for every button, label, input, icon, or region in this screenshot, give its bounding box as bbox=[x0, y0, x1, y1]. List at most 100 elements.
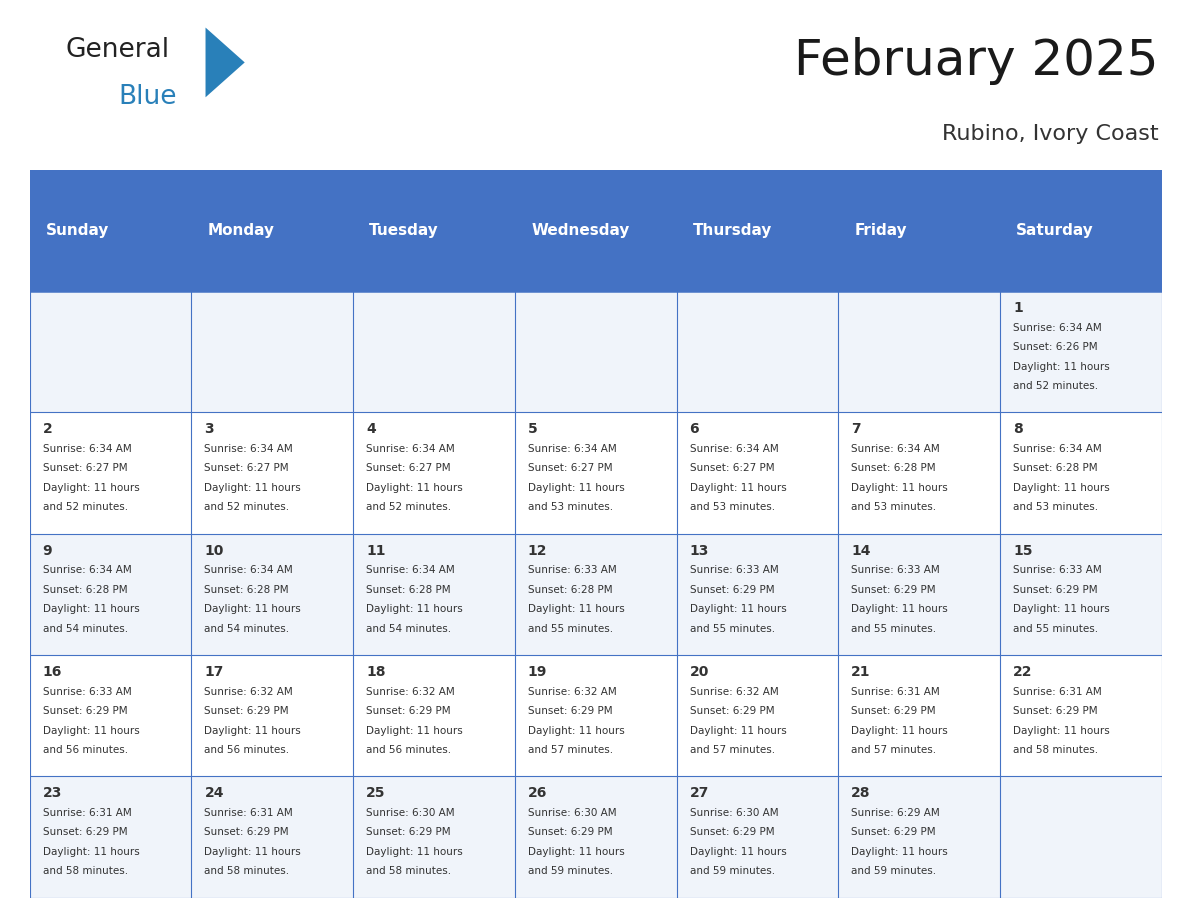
Text: 14: 14 bbox=[852, 543, 871, 557]
Text: Daylight: 11 hours: Daylight: 11 hours bbox=[43, 483, 139, 493]
Text: Daylight: 11 hours: Daylight: 11 hours bbox=[1013, 483, 1110, 493]
Text: Sunset: 6:29 PM: Sunset: 6:29 PM bbox=[43, 706, 127, 716]
Text: Daylight: 11 hours: Daylight: 11 hours bbox=[366, 846, 463, 856]
Text: and 58 minutes.: and 58 minutes. bbox=[1013, 744, 1098, 755]
Text: Daylight: 11 hours: Daylight: 11 hours bbox=[204, 725, 301, 735]
Text: and 58 minutes.: and 58 minutes. bbox=[204, 867, 290, 877]
Text: Sunset: 6:29 PM: Sunset: 6:29 PM bbox=[852, 827, 936, 837]
Bar bbox=[353, 170, 514, 291]
Text: and 53 minutes.: and 53 minutes. bbox=[852, 502, 936, 512]
Bar bbox=[839, 655, 1000, 777]
Text: 1: 1 bbox=[1013, 301, 1023, 315]
Text: Daylight: 11 hours: Daylight: 11 hours bbox=[366, 604, 463, 614]
Text: 6: 6 bbox=[689, 422, 700, 436]
Text: General: General bbox=[65, 37, 170, 62]
Text: Daylight: 11 hours: Daylight: 11 hours bbox=[527, 483, 625, 493]
Text: Daylight: 11 hours: Daylight: 11 hours bbox=[43, 846, 139, 856]
Bar bbox=[839, 534, 1000, 655]
Text: 24: 24 bbox=[204, 786, 223, 800]
Text: Sunrise: 6:30 AM: Sunrise: 6:30 AM bbox=[366, 808, 455, 818]
Text: and 58 minutes.: and 58 minutes. bbox=[366, 867, 451, 877]
Text: Daylight: 11 hours: Daylight: 11 hours bbox=[366, 725, 463, 735]
Text: Sunrise: 6:34 AM: Sunrise: 6:34 AM bbox=[527, 444, 617, 454]
Text: Sunrise: 6:33 AM: Sunrise: 6:33 AM bbox=[689, 565, 778, 576]
Text: Daylight: 11 hours: Daylight: 11 hours bbox=[852, 846, 948, 856]
Text: 13: 13 bbox=[689, 543, 709, 557]
Bar bbox=[1000, 534, 1162, 655]
Bar bbox=[353, 777, 514, 898]
Bar bbox=[1000, 777, 1162, 898]
Text: Sunday: Sunday bbox=[46, 223, 109, 238]
Text: Sunrise: 6:31 AM: Sunrise: 6:31 AM bbox=[852, 687, 940, 697]
Text: Thursday: Thursday bbox=[693, 223, 772, 238]
Text: Daylight: 11 hours: Daylight: 11 hours bbox=[204, 483, 301, 493]
Text: and 59 minutes.: and 59 minutes. bbox=[527, 867, 613, 877]
Text: Sunset: 6:27 PM: Sunset: 6:27 PM bbox=[43, 464, 127, 474]
Text: Sunrise: 6:33 AM: Sunrise: 6:33 AM bbox=[1013, 565, 1101, 576]
Bar bbox=[839, 412, 1000, 533]
Text: Friday: Friday bbox=[854, 223, 908, 238]
Text: and 52 minutes.: and 52 minutes. bbox=[43, 502, 128, 512]
Text: 15: 15 bbox=[1013, 543, 1032, 557]
Text: Sunrise: 6:32 AM: Sunrise: 6:32 AM bbox=[689, 687, 778, 697]
Text: Wednesday: Wednesday bbox=[531, 223, 630, 238]
Text: 25: 25 bbox=[366, 786, 386, 800]
Text: Sunset: 6:29 PM: Sunset: 6:29 PM bbox=[527, 706, 613, 716]
Text: and 54 minutes.: and 54 minutes. bbox=[43, 623, 128, 633]
Bar bbox=[30, 170, 191, 291]
Text: and 56 minutes.: and 56 minutes. bbox=[204, 744, 290, 755]
Text: 2: 2 bbox=[43, 422, 52, 436]
Text: and 55 minutes.: and 55 minutes. bbox=[852, 623, 936, 633]
Text: Sunset: 6:29 PM: Sunset: 6:29 PM bbox=[852, 585, 936, 595]
Text: Daylight: 11 hours: Daylight: 11 hours bbox=[852, 483, 948, 493]
Text: and 53 minutes.: and 53 minutes. bbox=[689, 502, 775, 512]
Text: Daylight: 11 hours: Daylight: 11 hours bbox=[366, 483, 463, 493]
Bar bbox=[514, 412, 677, 533]
Text: Sunset: 6:28 PM: Sunset: 6:28 PM bbox=[366, 585, 450, 595]
Bar bbox=[353, 291, 514, 412]
Text: and 58 minutes.: and 58 minutes. bbox=[43, 867, 128, 877]
Text: Sunrise: 6:34 AM: Sunrise: 6:34 AM bbox=[43, 444, 132, 454]
Text: and 56 minutes.: and 56 minutes. bbox=[43, 744, 128, 755]
Text: Sunrise: 6:31 AM: Sunrise: 6:31 AM bbox=[1013, 687, 1101, 697]
Text: 27: 27 bbox=[689, 786, 709, 800]
Text: and 57 minutes.: and 57 minutes. bbox=[689, 744, 775, 755]
Text: and 53 minutes.: and 53 minutes. bbox=[1013, 502, 1098, 512]
Bar bbox=[514, 170, 677, 291]
Text: 7: 7 bbox=[852, 422, 861, 436]
Text: Daylight: 11 hours: Daylight: 11 hours bbox=[852, 725, 948, 735]
Bar bbox=[514, 291, 677, 412]
Bar bbox=[353, 534, 514, 655]
Text: Daylight: 11 hours: Daylight: 11 hours bbox=[689, 846, 786, 856]
Bar bbox=[1000, 412, 1162, 533]
Text: Daylight: 11 hours: Daylight: 11 hours bbox=[689, 604, 786, 614]
Text: 4: 4 bbox=[366, 422, 375, 436]
Text: Sunset: 6:29 PM: Sunset: 6:29 PM bbox=[1013, 585, 1098, 595]
Bar bbox=[30, 534, 191, 655]
Text: Daylight: 11 hours: Daylight: 11 hours bbox=[689, 483, 786, 493]
Text: Sunrise: 6:33 AM: Sunrise: 6:33 AM bbox=[852, 565, 940, 576]
Bar bbox=[353, 412, 514, 533]
Text: and 55 minutes.: and 55 minutes. bbox=[527, 623, 613, 633]
Text: and 59 minutes.: and 59 minutes. bbox=[852, 867, 936, 877]
Bar bbox=[677, 655, 839, 777]
Text: Daylight: 11 hours: Daylight: 11 hours bbox=[527, 725, 625, 735]
Text: Sunset: 6:28 PM: Sunset: 6:28 PM bbox=[852, 464, 936, 474]
Bar bbox=[191, 291, 353, 412]
Text: Sunset: 6:29 PM: Sunset: 6:29 PM bbox=[689, 585, 775, 595]
Text: 11: 11 bbox=[366, 543, 386, 557]
Text: Daylight: 11 hours: Daylight: 11 hours bbox=[1013, 362, 1110, 372]
Text: 21: 21 bbox=[852, 665, 871, 678]
Text: Sunset: 6:26 PM: Sunset: 6:26 PM bbox=[1013, 342, 1098, 353]
Text: Sunrise: 6:34 AM: Sunrise: 6:34 AM bbox=[689, 444, 778, 454]
Text: Saturday: Saturday bbox=[1016, 223, 1094, 238]
Text: 20: 20 bbox=[689, 665, 709, 678]
Bar bbox=[677, 777, 839, 898]
Text: Daylight: 11 hours: Daylight: 11 hours bbox=[204, 604, 301, 614]
Text: Sunrise: 6:34 AM: Sunrise: 6:34 AM bbox=[366, 444, 455, 454]
Text: Sunset: 6:29 PM: Sunset: 6:29 PM bbox=[43, 827, 127, 837]
Text: 12: 12 bbox=[527, 543, 548, 557]
Text: Sunrise: 6:32 AM: Sunrise: 6:32 AM bbox=[366, 687, 455, 697]
Text: Sunset: 6:29 PM: Sunset: 6:29 PM bbox=[689, 827, 775, 837]
Bar bbox=[30, 655, 191, 777]
